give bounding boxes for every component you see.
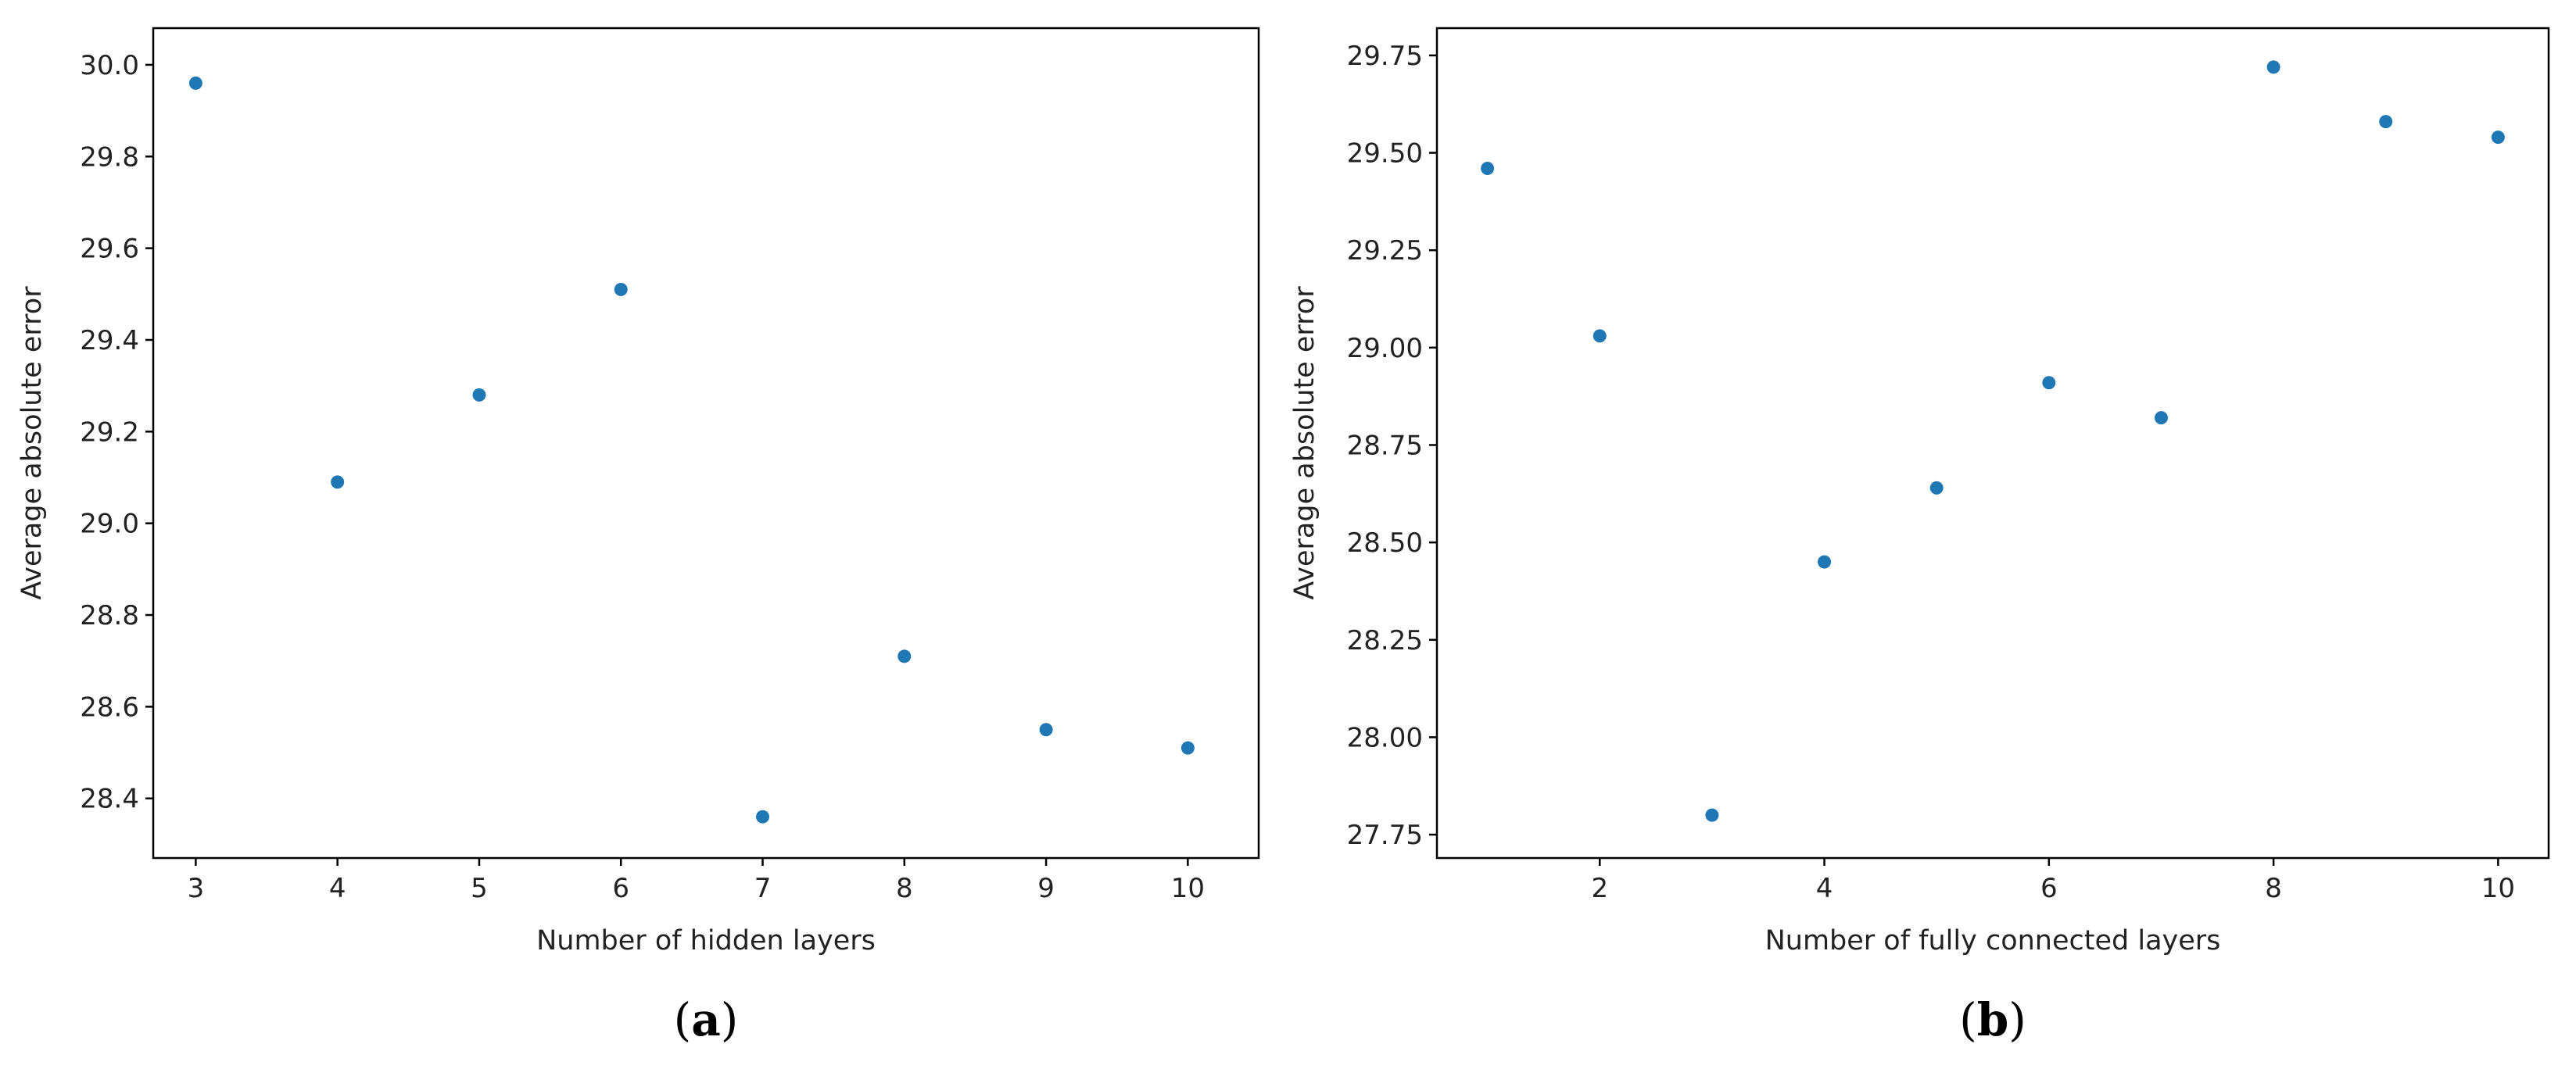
data-point xyxy=(756,810,770,824)
x-tick-label: 5 xyxy=(471,873,488,904)
data-point xyxy=(1593,329,1607,343)
panel-letter: a xyxy=(691,993,721,1046)
data-point xyxy=(2266,60,2280,74)
plot-frame xyxy=(1435,27,2550,860)
y-tick-label: 29.50 xyxy=(1347,138,1423,170)
y-tick-label: 28.4 xyxy=(80,784,139,815)
x-tick-label: 7 xyxy=(754,873,772,904)
chart-panel-a: 3 4 5 6 7 8 9 10 28.4 28.6 28.8 29.0 29.2 29.4 29.6 29.… xyxy=(16,27,1260,1046)
x-tick-label: 3 xyxy=(188,873,205,904)
y-tick-label: 29.6 xyxy=(80,234,139,265)
chart-panel-b: 2 4 6 8 10 27.75 28.00 28.25 28.50 28.75 29.00 29.2… xyxy=(1289,27,2550,1046)
data-point xyxy=(1929,481,1944,495)
y-axis-title: Average absolute error xyxy=(16,286,48,600)
y-tick-label: 29.00 xyxy=(1347,333,1423,364)
y-tick-label: 28.8 xyxy=(80,600,139,631)
data-point xyxy=(1039,723,1053,737)
y-tick-label: 27.75 xyxy=(1347,820,1423,851)
x-tick-label: 2 xyxy=(1591,873,1608,904)
data-point xyxy=(331,475,345,489)
x-tick-label: 8 xyxy=(896,873,913,904)
data-point xyxy=(1181,741,1195,755)
x-tick-label: 4 xyxy=(329,873,346,904)
data-point xyxy=(1705,808,1719,822)
data-point xyxy=(2042,376,2056,390)
x-tick-label: 6 xyxy=(612,873,629,904)
y-tick-label: 29.25 xyxy=(1347,235,1423,266)
data-point xyxy=(472,388,486,402)
plot-frame xyxy=(152,27,1260,860)
y-tick-label: 29.75 xyxy=(1347,41,1423,72)
y-tick-label: 28.50 xyxy=(1347,527,1423,559)
y-tick-label: 28.6 xyxy=(80,692,139,723)
x-tick-label: 8 xyxy=(2265,873,2282,904)
data-point xyxy=(2379,115,2393,129)
data-point xyxy=(614,282,628,296)
data-point xyxy=(2491,130,2505,145)
x-tick-label: 10 xyxy=(2481,873,2515,904)
y-tick-label: 28.75 xyxy=(1347,430,1423,461)
x-tick-label: 9 xyxy=(1037,873,1055,904)
y-tick-label: 29.8 xyxy=(80,141,139,173)
panel-letter: b xyxy=(1977,993,2009,1046)
x-tick-label: 10 xyxy=(1171,873,1205,904)
panel-label: (a) xyxy=(674,993,739,1046)
data-point xyxy=(1481,161,1495,175)
y-tick-label: 28.00 xyxy=(1347,722,1423,753)
y-tick-label: 29.0 xyxy=(80,509,139,540)
y-tick-label: 28.25 xyxy=(1347,625,1423,656)
data-point xyxy=(897,649,912,663)
data-point xyxy=(1818,555,1832,569)
x-axis-title: Number of fully connected layers xyxy=(1765,925,2221,956)
y-tick-label: 29.4 xyxy=(80,325,139,356)
data-point xyxy=(188,76,202,90)
y-axis-title: Average absolute error xyxy=(1289,286,1320,600)
y-tick-label: 29.2 xyxy=(80,417,139,448)
x-axis-title: Number of hidden layers xyxy=(536,925,876,956)
y-tick-label: 30.0 xyxy=(80,50,139,81)
panel-label: (b) xyxy=(1959,993,2026,1046)
x-tick-label: 6 xyxy=(2040,873,2058,904)
data-point xyxy=(2154,411,2168,425)
x-tick-label: 4 xyxy=(1816,873,1833,904)
